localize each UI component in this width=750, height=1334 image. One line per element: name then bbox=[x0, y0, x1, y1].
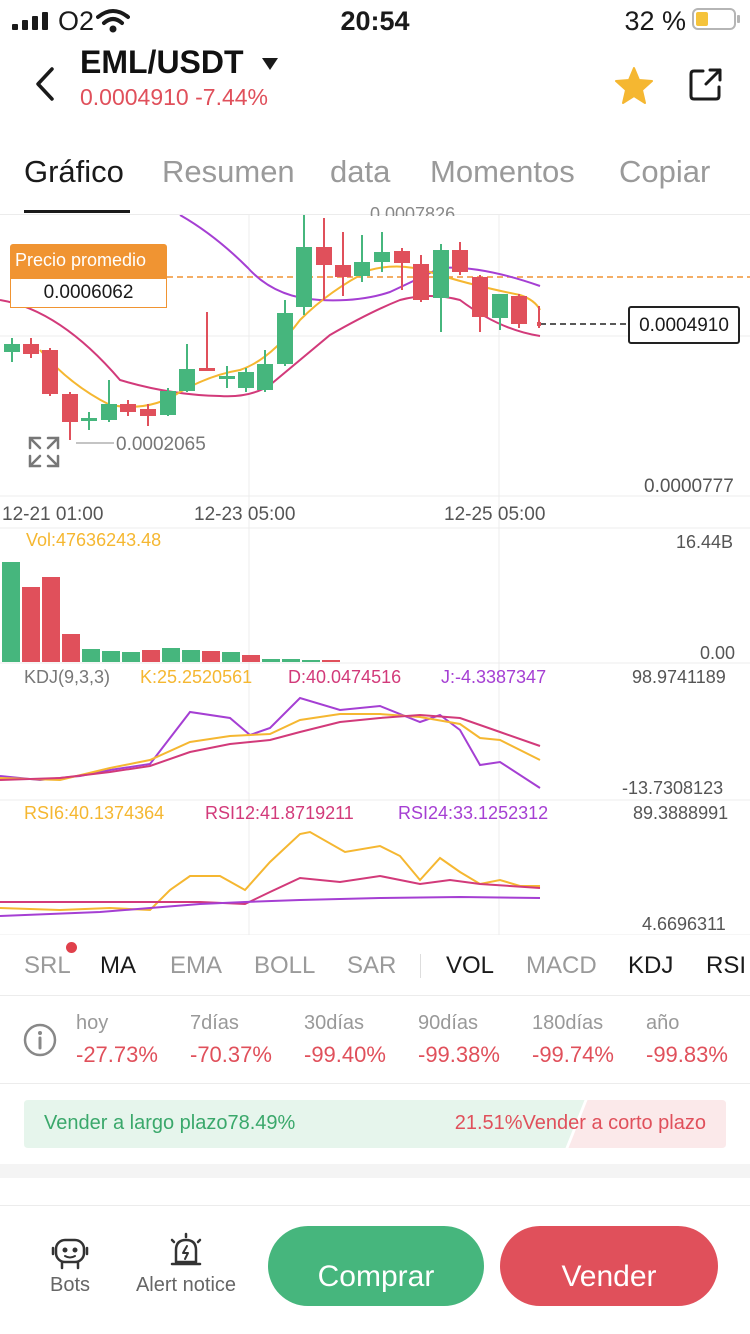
divider bbox=[0, 1083, 750, 1084]
rsi6-label: RSI6:40.1374364 bbox=[24, 803, 165, 823]
pair-title[interactable]: EML/USDT bbox=[80, 44, 244, 80]
period-value-180d: -99.74% bbox=[532, 1042, 614, 1067]
kdj-min: -13.7308123 bbox=[622, 778, 724, 798]
indicator-kdj[interactable]: KDJ bbox=[628, 952, 674, 979]
volume-label: Vol:47636243.48 bbox=[26, 530, 162, 550]
back-arrow-icon[interactable] bbox=[32, 66, 58, 102]
bots-label[interactable]: Bots bbox=[49, 1274, 91, 1296]
indicator-boll[interactable]: BOLL bbox=[254, 952, 316, 979]
carrier-label: O2 bbox=[58, 6, 95, 36]
period-label-7d: 7días bbox=[190, 1012, 239, 1034]
share-icon[interactable] bbox=[688, 66, 724, 102]
period-label-30d: 30días bbox=[304, 1012, 365, 1034]
period-value-90d: -99.38% bbox=[418, 1042, 500, 1067]
rsi6-line bbox=[0, 830, 540, 912]
period-value-7d: -70.37% bbox=[190, 1042, 272, 1067]
indicator-vol[interactable]: VOL bbox=[446, 952, 495, 979]
active-tab-indicator bbox=[24, 210, 130, 213]
tab-momentos[interactable]: Momentos bbox=[430, 154, 575, 189]
battery-icon bbox=[692, 8, 740, 30]
wifi-icon bbox=[96, 9, 130, 33]
indicator-sar[interactable]: SAR bbox=[347, 952, 397, 979]
indicator-srl[interactable]: SRL bbox=[24, 952, 71, 979]
expand-icon bbox=[28, 436, 60, 468]
change-percent: -7.44% bbox=[195, 84, 268, 110]
rsi-max: 89.3888991 bbox=[633, 803, 729, 823]
volume-bars bbox=[2, 562, 340, 662]
sentiment-short-label: 21.51%Vender a corto plazo bbox=[454, 1112, 706, 1134]
alert-icon[interactable] bbox=[166, 1232, 206, 1272]
volume-max: 16.44B bbox=[676, 532, 734, 552]
kdj-d-line bbox=[0, 713, 541, 781]
signal-icon bbox=[12, 12, 48, 30]
tab-data[interactable]: data bbox=[330, 154, 391, 189]
x-tick-1: 12-21 01:00 bbox=[2, 504, 104, 525]
kdj-k-line bbox=[0, 713, 541, 782]
period-value-year: -99.83% bbox=[646, 1042, 728, 1067]
chart-top-cut-label: 0.0007826 bbox=[370, 204, 456, 216]
period-label-90d: 90días bbox=[418, 1012, 479, 1034]
period-value-30d: -99.40% bbox=[304, 1042, 386, 1067]
divider bbox=[0, 995, 750, 996]
candlestick-chart[interactable] bbox=[0, 215, 750, 935]
status-time: 20:54 bbox=[340, 6, 410, 36]
rsi12-line bbox=[0, 874, 541, 906]
indicator-ma[interactable]: MA bbox=[100, 952, 136, 979]
kdj-name: KDJ(9,3,3) bbox=[24, 667, 111, 687]
rsi12-label: RSI12:41.8719211 bbox=[205, 803, 354, 823]
tabs-divider bbox=[0, 214, 750, 215]
period-label-180d: 180días bbox=[532, 1012, 604, 1034]
indicator-ema[interactable]: EMA bbox=[170, 952, 223, 979]
tab-grafico[interactable]: Gráfico bbox=[24, 154, 124, 189]
price-axis-min: 0.0000777 bbox=[644, 476, 734, 497]
sell-button[interactable]: Vender bbox=[500, 1226, 718, 1306]
bot-icon[interactable] bbox=[50, 1232, 90, 1272]
kdj-d: D:40.0474516 bbox=[288, 667, 402, 687]
buy-button[interactable]: Comprar bbox=[268, 1226, 484, 1306]
alert-notice-label[interactable]: Alert notice bbox=[135, 1274, 237, 1296]
x-tick-3: 12-25 05:00 bbox=[444, 504, 546, 525]
divider bbox=[0, 1205, 750, 1206]
rsi24-line bbox=[0, 895, 541, 917]
indicator-divider bbox=[420, 954, 421, 978]
chart-low-label: 0.0002065 bbox=[116, 434, 206, 455]
kdj-j-line bbox=[0, 696, 541, 789]
star-icon[interactable] bbox=[614, 66, 654, 104]
period-label-year: año bbox=[646, 1012, 680, 1034]
status-bar: O2 20:54 32 % bbox=[0, 0, 750, 44]
kdj-max: 98.9741189 bbox=[632, 667, 726, 687]
volume-min: 0.00 bbox=[700, 643, 736, 663]
period-label-hoy: hoy bbox=[76, 1012, 109, 1034]
rsi-min: 4.6696311 bbox=[642, 914, 726, 934]
kdj-k: K:25.2520561 bbox=[140, 667, 253, 687]
tab-copiar[interactable]: Copiar bbox=[619, 154, 711, 189]
kdj-j: J:-4.3387347 bbox=[441, 667, 547, 687]
period-value-hoy: -27.73% bbox=[76, 1042, 158, 1067]
notification-dot bbox=[66, 942, 77, 953]
last-price: 0.0004910 bbox=[80, 84, 189, 110]
rsi24-label: RSI24:33.1252312 bbox=[398, 803, 549, 823]
battery-percent: 32 % bbox=[624, 6, 686, 36]
tab-resumen[interactable]: Resumen bbox=[162, 154, 295, 189]
x-tick-2: 12-23 05:00 bbox=[194, 504, 296, 525]
price-change: 0.0004910 -7.44% bbox=[80, 84, 268, 111]
section-spacer bbox=[0, 1164, 750, 1178]
indicator-rsi[interactable]: RSI bbox=[706, 952, 747, 979]
current-price-tag: 0.0004910 bbox=[628, 306, 740, 344]
avg-price-value: 0.0006062 bbox=[10, 278, 167, 308]
ma-pink-line bbox=[0, 295, 541, 398]
avg-price-title: Precio promedio bbox=[10, 244, 167, 278]
info-icon[interactable] bbox=[22, 1022, 58, 1058]
sentiment-long-label: Vender a largo plazo78.49% bbox=[44, 1112, 296, 1134]
dropdown-caret-icon[interactable] bbox=[260, 56, 280, 72]
sentiment-bar bbox=[24, 1100, 726, 1148]
indicator-macd[interactable]: MACD bbox=[526, 952, 597, 979]
